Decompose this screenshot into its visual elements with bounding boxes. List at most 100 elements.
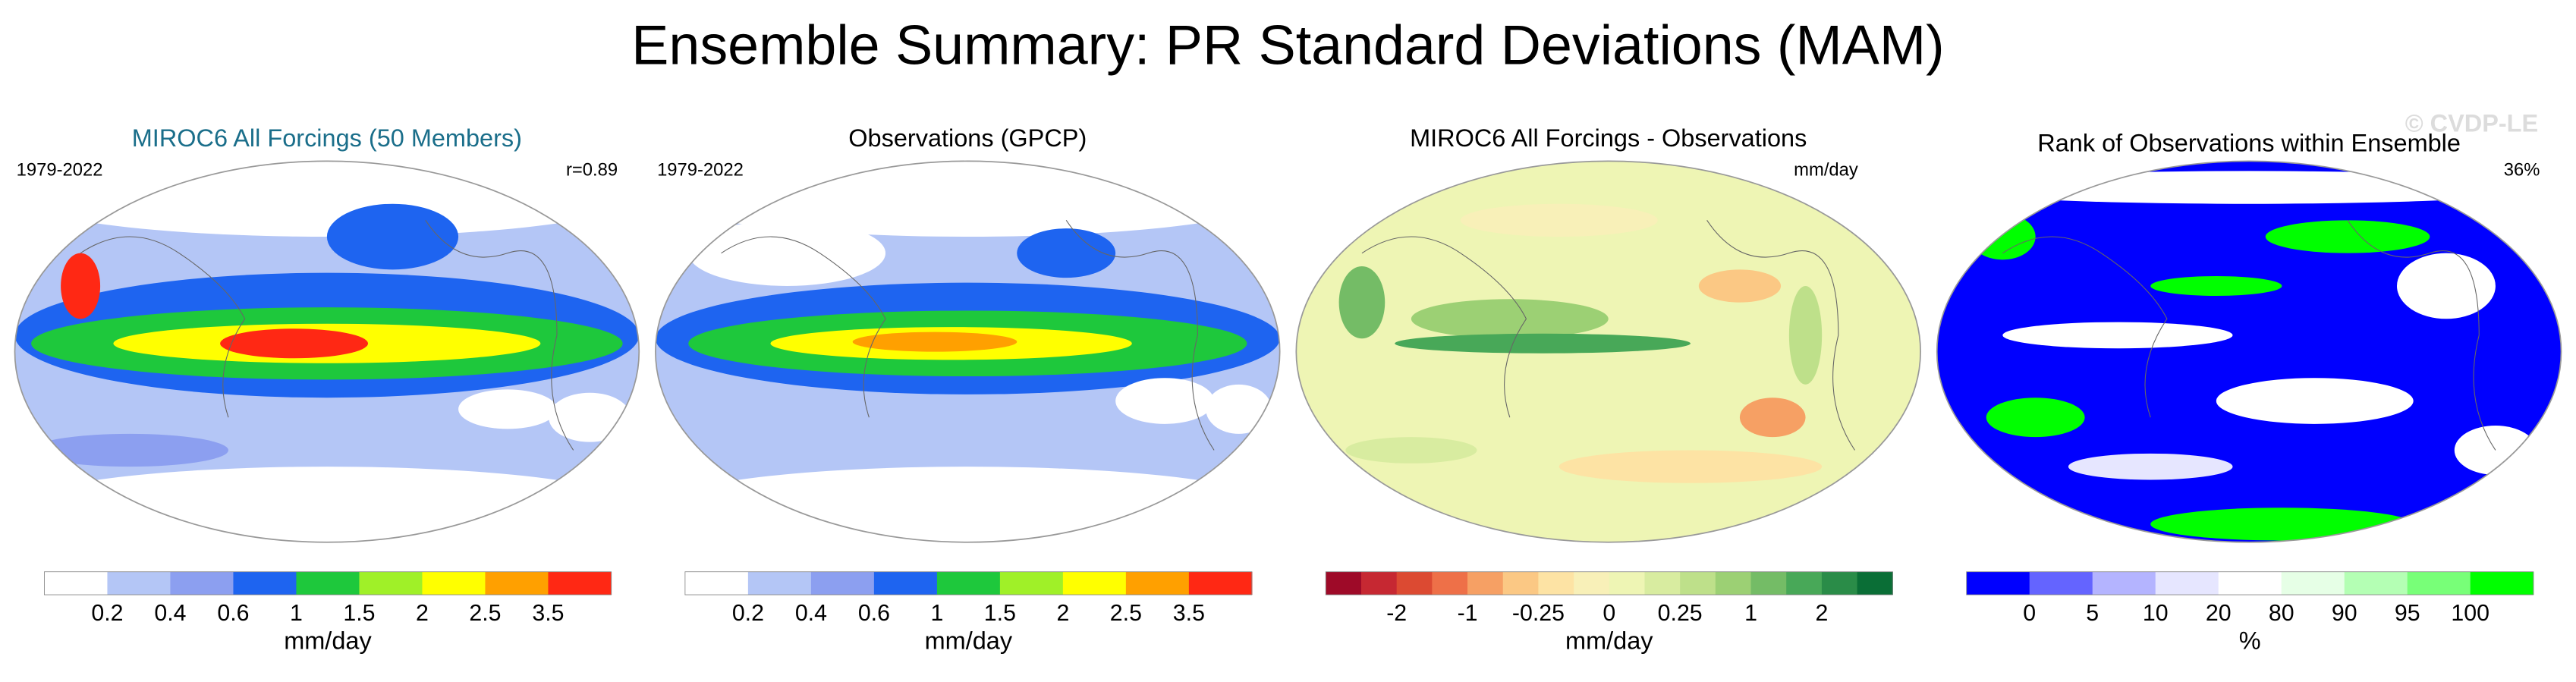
map-region xyxy=(688,220,886,286)
colorbar-tick-label: 5 xyxy=(2086,601,2099,626)
colorbar-box xyxy=(2281,571,2345,596)
map-region xyxy=(2068,453,2233,480)
colorbar-box xyxy=(44,571,109,596)
colorbar-tick-label: 0.2 xyxy=(732,601,764,626)
colorbar-tick-label: 0.25 xyxy=(1658,601,1703,626)
colorbar-box xyxy=(1609,571,1646,596)
map-region xyxy=(2002,322,2233,349)
colorbar-box xyxy=(747,571,812,596)
colorbar-box xyxy=(1750,571,1787,596)
map-region xyxy=(2216,378,2414,424)
map-region xyxy=(61,253,101,319)
colorbar-tick-label: 1 xyxy=(930,601,943,626)
map-region xyxy=(1345,437,1477,464)
colorbar-box xyxy=(233,571,297,596)
colorbar-tick-label: 1 xyxy=(290,601,303,626)
colorbar-box xyxy=(359,571,423,596)
colorbar-tick-label: 0.6 xyxy=(858,601,890,626)
colorbar-box xyxy=(2407,571,2471,596)
colorbar-tick-label: 1 xyxy=(1744,601,1757,626)
colorbar-frame xyxy=(44,571,612,596)
panel-title: MIROC6 All Forcings (50 Members) xyxy=(132,124,522,152)
map-region xyxy=(2150,275,2282,296)
map-region xyxy=(1338,266,1386,339)
colorbar-box xyxy=(1574,571,1610,596)
map xyxy=(1296,161,1921,542)
panel-stat-label: 36% xyxy=(2504,160,2540,181)
colorbar-box xyxy=(2155,571,2219,596)
coastline xyxy=(2002,220,2496,451)
period-label: 1979-2022 xyxy=(657,160,744,181)
colorbar-box xyxy=(936,571,1001,596)
colorbar-tick-label: -0.25 xyxy=(1512,601,1565,626)
map xyxy=(14,161,640,542)
colorbar-box xyxy=(1786,571,1823,596)
colorbar-box xyxy=(1396,571,1433,596)
colorbar-box xyxy=(999,571,1064,596)
coastline xyxy=(721,220,1215,451)
colorbar-box xyxy=(2218,571,2282,596)
colorbar-unit: % xyxy=(2239,627,2261,654)
colorbar-tick-label: 100 xyxy=(2451,601,2490,626)
map-region xyxy=(1206,384,1272,434)
map-region xyxy=(458,389,557,429)
colorbar-unit: mm/day xyxy=(925,627,1013,654)
colorbar-tick-label: 0 xyxy=(1603,601,1615,626)
map-background xyxy=(1936,161,2562,542)
colorbar-frame xyxy=(1325,571,1893,596)
colorbar-tick-label: 10 xyxy=(2143,601,2169,626)
map-outline xyxy=(1936,160,2562,543)
colorbar-box xyxy=(1432,571,1468,596)
panel-title: Observations (GPCP) xyxy=(848,124,1087,152)
map-outline xyxy=(655,160,1281,543)
map-region xyxy=(852,332,1018,352)
map-region xyxy=(1936,171,2562,204)
colorbar-frame xyxy=(1966,571,2534,596)
colorbar-tick-label: 0.4 xyxy=(795,601,827,626)
colorbar-tick-label: -1 xyxy=(1458,601,1478,626)
panel-title: Rank of Observations within Ensemble xyxy=(2037,129,2461,156)
colorbar-tick-label: 0.4 xyxy=(154,601,186,626)
colorbar-box xyxy=(1467,571,1504,596)
colorbar-box xyxy=(296,571,360,596)
map-region xyxy=(1460,203,1658,237)
map-region xyxy=(1395,333,1691,354)
colorbar-tick-label: 0.6 xyxy=(217,601,249,626)
map-region xyxy=(1411,299,1609,339)
colorbar-box xyxy=(170,571,234,596)
colorbar-box xyxy=(1360,571,1398,596)
colorbar-tick-label: 1.5 xyxy=(343,601,375,626)
colorbar-box xyxy=(548,571,612,596)
colorbar-unit: mm/day xyxy=(1565,627,1653,654)
colorbar-tick-label: 2 xyxy=(1815,601,1828,626)
colorbar-tick-label: -2 xyxy=(1386,601,1407,626)
colorbar-tick-label: 2 xyxy=(416,601,429,626)
map-region xyxy=(1698,269,1782,303)
colorbar-box xyxy=(1715,571,1752,596)
colorbar-box xyxy=(422,571,486,596)
map-region xyxy=(655,467,1280,542)
map-region xyxy=(1115,378,1215,424)
map-region xyxy=(549,392,631,442)
map-region xyxy=(220,328,368,359)
colorbar-box xyxy=(1326,571,1362,596)
colorbar-tick-label: 80 xyxy=(2269,601,2294,626)
coastline xyxy=(80,220,574,451)
colorbar-tick-label: 1.5 xyxy=(984,601,1016,626)
colorbar-tick-label: 20 xyxy=(2206,601,2232,626)
watermark: © CVDP-LE xyxy=(2405,109,2538,137)
colorbar-box xyxy=(1821,571,1858,596)
colorbar-box xyxy=(2470,571,2534,596)
colorbar-tick-label: 2 xyxy=(1056,601,1069,626)
colorbar-box xyxy=(107,571,171,596)
map-region xyxy=(31,433,228,467)
panel-stat-label: r=0.89 xyxy=(566,160,618,181)
map xyxy=(655,161,1280,542)
map-region xyxy=(14,467,640,542)
colorbar-box xyxy=(485,571,549,596)
colorbar-box xyxy=(810,571,875,596)
colorbar-box xyxy=(2029,571,2093,596)
colorbar-box xyxy=(1188,571,1253,596)
